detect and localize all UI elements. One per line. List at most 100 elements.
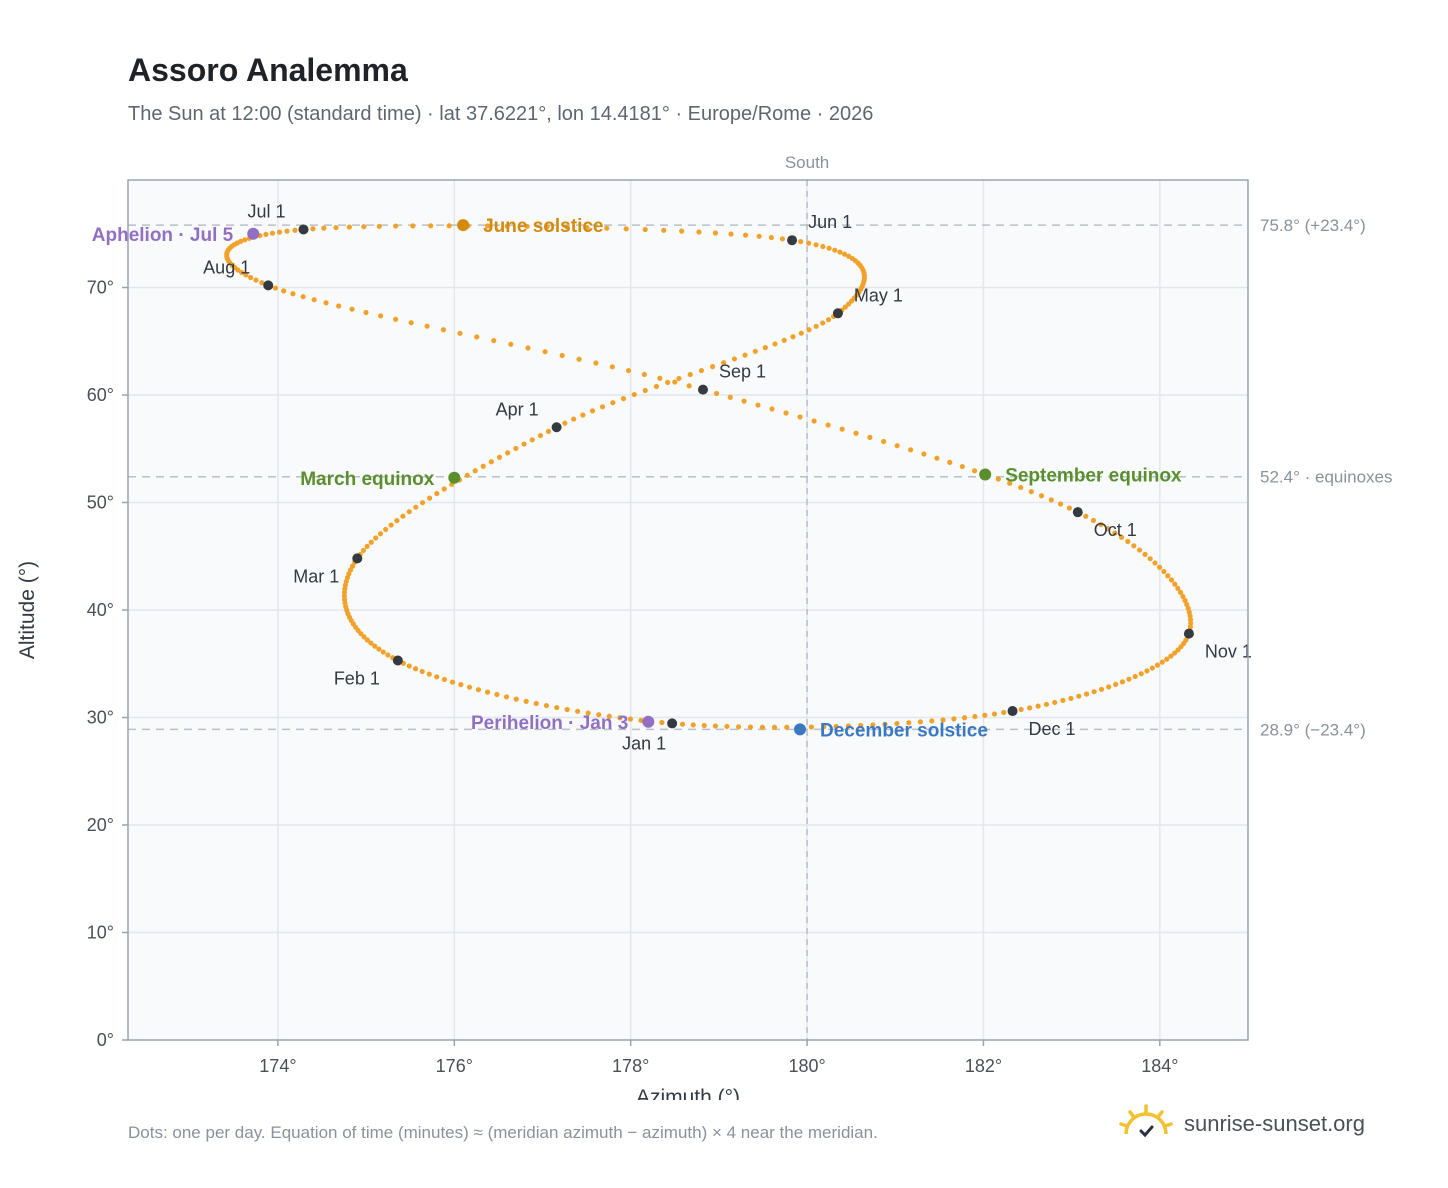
daily-dot — [441, 486, 447, 492]
daily-dot — [466, 684, 473, 690]
daily-dot — [701, 722, 707, 729]
daily-dot — [559, 352, 565, 359]
daily-dot — [783, 410, 789, 416]
daily-dot — [269, 230, 276, 236]
daily-dot — [811, 418, 817, 424]
daily-dot — [400, 513, 406, 519]
x-tick-label: 178° — [612, 1056, 649, 1076]
daily-dot — [393, 316, 399, 322]
daily-dot — [1142, 551, 1148, 557]
daily-dot — [543, 702, 550, 709]
daily-dot — [845, 723, 852, 729]
month-markers: Jan 1 Feb 1 Mar 1 Apr 1 May 1 Jun 1 Jul 1 Aug 1… — [203, 201, 1252, 753]
daily-dot — [1091, 689, 1097, 695]
daily-dot — [995, 476, 1001, 482]
month-marker-label: Sep 1 — [719, 362, 766, 382]
brand-logo[interactable]: sunrise-sunset.org — [1118, 1100, 1365, 1148]
daily-dot — [1119, 679, 1126, 685]
daily-dot — [363, 309, 369, 316]
event-label: March equinox — [300, 469, 435, 490]
y-axis-ticks: 0° 10° 20° 30° 40° 50° 60° 70° — [87, 278, 128, 1050]
daily-dot — [1187, 617, 1194, 623]
x-tick-label: 180° — [788, 1056, 825, 1076]
daily-dot — [562, 420, 568, 426]
daily-dot — [253, 277, 259, 283]
daily-dot — [1175, 585, 1181, 591]
daily-dot — [521, 441, 527, 447]
daily-dot — [813, 242, 819, 248]
month-marker-label: Oct 1 — [1094, 520, 1137, 540]
daily-dot — [525, 345, 531, 351]
daily-dot — [821, 724, 827, 730]
daily-dot — [609, 364, 615, 370]
daily-dot — [347, 567, 354, 573]
month-marker — [1183, 628, 1194, 639]
daily-dot — [1138, 671, 1144, 677]
daily-dot — [659, 719, 665, 726]
daily-dot — [641, 371, 648, 378]
daily-dot — [420, 500, 426, 506]
month-marker-label: Jan 1 — [622, 733, 666, 753]
daily-dot — [806, 327, 812, 333]
chart-subtitle: The Sun at 12:00 (standard time) · lat 3… — [128, 103, 874, 125]
daily-dot — [798, 330, 804, 336]
daily-dot — [504, 223, 510, 229]
daily-dot — [653, 383, 660, 390]
daily-dot — [1038, 493, 1045, 499]
daily-dot — [1066, 505, 1073, 511]
daily-dot — [537, 432, 544, 439]
daily-dot — [446, 223, 452, 229]
daily-dot — [571, 416, 577, 422]
daily-dot — [1161, 568, 1167, 575]
month-marker — [697, 384, 708, 395]
daily-dot — [427, 495, 433, 501]
daily-dot — [947, 459, 953, 465]
daily-dot — [929, 718, 935, 724]
daily-dot — [686, 383, 692, 389]
daily-dot — [1083, 691, 1090, 697]
daily-dot — [606, 713, 612, 719]
daily-dot — [755, 402, 761, 408]
daily-dot — [323, 300, 329, 306]
daily-dot — [906, 720, 912, 726]
daily-dot — [239, 269, 245, 276]
daily-dot — [373, 535, 379, 541]
daily-dot — [991, 711, 998, 717]
daily-dot — [434, 490, 440, 497]
daily-dot — [474, 334, 480, 340]
chart-title: Assoro Analemma — [128, 52, 408, 88]
month-marker-label: Apr 1 — [496, 399, 539, 419]
daily-dot — [248, 274, 254, 281]
daily-dot — [505, 450, 511, 456]
sun-logo-icon — [1119, 1104, 1173, 1138]
daily-dot — [336, 303, 342, 309]
daily-dot — [321, 225, 327, 231]
daily-dot — [372, 643, 378, 649]
daily-dot — [625, 368, 632, 374]
daily-dot — [364, 543, 370, 549]
event-label: September equinox — [1005, 466, 1182, 487]
daily-dot — [290, 291, 296, 297]
daily-dot — [259, 280, 265, 286]
month-marker — [832, 308, 843, 319]
x-tick-label: 176° — [436, 1056, 473, 1076]
event-marker — [794, 723, 806, 736]
daily-dot — [394, 518, 400, 524]
reference-lines: 75.8° (+23.4°) 52.4° · equinoxes 28.9° (−2… — [128, 216, 1393, 739]
daily-dot — [475, 687, 482, 693]
daily-dot — [1098, 686, 1105, 692]
daily-dot — [484, 689, 491, 695]
daily-dot — [424, 323, 430, 329]
daily-dot — [934, 455, 940, 461]
event-marker — [457, 219, 470, 232]
daily-dot — [243, 272, 249, 278]
daily-dot — [882, 721, 888, 727]
daily-dot — [779, 236, 786, 242]
daily-dot — [377, 531, 384, 537]
daily-dot — [672, 379, 678, 385]
daily-dot — [806, 240, 812, 246]
daily-dot — [747, 724, 754, 730]
daily-dot — [833, 723, 839, 730]
daily-dot — [858, 722, 864, 729]
daily-dot — [360, 547, 367, 554]
